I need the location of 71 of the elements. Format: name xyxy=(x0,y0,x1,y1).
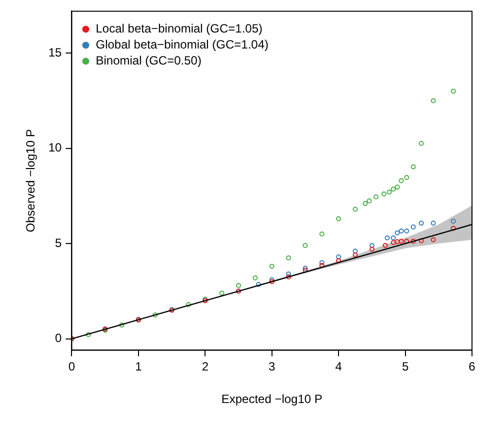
point xyxy=(319,262,324,268)
point xyxy=(418,220,424,226)
point xyxy=(336,254,342,260)
x-tick-label: 6 xyxy=(468,360,476,374)
point xyxy=(219,290,224,296)
point xyxy=(398,238,404,244)
point xyxy=(352,248,358,254)
x-tick-label: 0 xyxy=(68,360,76,374)
point xyxy=(394,230,400,236)
point xyxy=(404,174,410,180)
point xyxy=(286,272,292,277)
point xyxy=(352,206,358,212)
point xyxy=(286,274,292,280)
point xyxy=(86,332,91,338)
point xyxy=(394,239,400,244)
point xyxy=(410,224,416,230)
point xyxy=(410,164,416,170)
x-tick-label: 3 xyxy=(268,360,276,374)
point xyxy=(430,220,436,226)
x-tick-label: 4 xyxy=(335,360,342,374)
x-tick-label: 5 xyxy=(402,360,409,374)
point xyxy=(384,235,390,240)
x-tick-label: 2 xyxy=(202,360,209,374)
point xyxy=(352,252,358,258)
point xyxy=(430,98,436,104)
point xyxy=(366,198,372,204)
legend-label: Local beta−binomial (GC=1.05) xyxy=(96,22,263,36)
point xyxy=(373,194,378,200)
point xyxy=(186,302,191,307)
point xyxy=(236,282,242,288)
point xyxy=(319,232,324,237)
legend-label: Binomial (GC=0.50) xyxy=(96,54,202,68)
point xyxy=(119,322,124,328)
point xyxy=(390,235,396,240)
point xyxy=(256,282,262,287)
point xyxy=(450,88,456,94)
point xyxy=(382,242,388,248)
point xyxy=(286,255,292,260)
point xyxy=(404,238,410,244)
point xyxy=(381,192,386,197)
x-axis-title: Expected −log10 P xyxy=(221,392,322,406)
point xyxy=(390,186,396,192)
point xyxy=(269,264,274,269)
point xyxy=(369,246,374,252)
point xyxy=(362,201,368,206)
point xyxy=(418,140,424,146)
point xyxy=(418,238,424,244)
y-tick-label: 10 xyxy=(48,140,62,155)
point xyxy=(302,242,308,248)
point xyxy=(404,228,410,234)
legend-label: Global beta−binomial (GC=1.04) xyxy=(96,38,269,52)
point xyxy=(410,238,416,244)
point xyxy=(394,184,400,190)
point xyxy=(319,260,324,266)
point xyxy=(398,178,404,184)
point xyxy=(450,218,456,224)
point xyxy=(336,216,342,222)
point xyxy=(430,237,436,242)
point xyxy=(152,312,158,318)
point xyxy=(450,226,456,231)
point xyxy=(336,258,342,264)
y-axis-title: Observed −log10 P xyxy=(24,129,38,232)
x-tick-label: 1 xyxy=(135,360,142,374)
y-tick-label: 0 xyxy=(55,331,62,346)
point xyxy=(252,275,258,280)
y-tick-label: 5 xyxy=(55,236,62,250)
point xyxy=(369,242,374,248)
point xyxy=(398,228,404,234)
point xyxy=(390,240,396,246)
y-tick-label: 15 xyxy=(48,45,62,60)
point xyxy=(386,190,392,195)
